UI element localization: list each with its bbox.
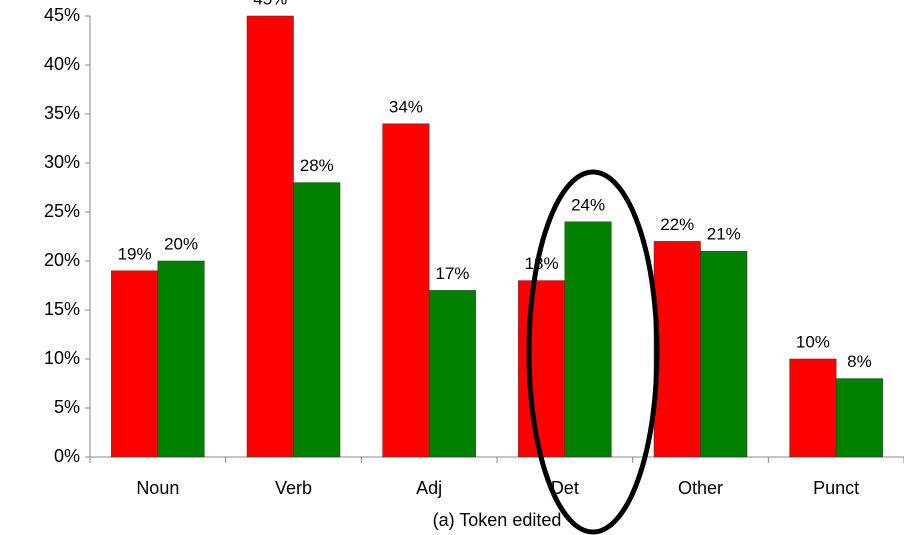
y-tick-label: 25% [44, 201, 80, 221]
y-tick-label: 40% [44, 54, 80, 74]
y-tick-label: 0% [54, 446, 80, 466]
y-tick-label: 30% [44, 152, 80, 172]
bar [518, 280, 566, 458]
x-tick-label: Det [551, 478, 579, 498]
y-tick-label: 15% [44, 299, 80, 319]
x-tick-label: Noun [136, 478, 179, 498]
x-tick-label: Punct [813, 478, 859, 498]
value-label: 8% [847, 352, 872, 371]
x-tick-label: Verb [275, 478, 312, 498]
bar [157, 260, 205, 458]
bar [428, 290, 476, 458]
bar [246, 15, 294, 458]
value-label: 34% [389, 97, 423, 116]
x-tick-label: Other [678, 478, 723, 498]
value-label: 17% [435, 264, 469, 283]
y-tick-label: 45% [44, 5, 80, 25]
value-label: 24% [571, 195, 605, 214]
bar [293, 182, 341, 458]
value-label: 19% [118, 244, 152, 263]
bar [111, 270, 159, 458]
bar [789, 358, 837, 458]
value-label: 20% [164, 234, 198, 253]
value-label: 18% [525, 254, 559, 273]
highlight-ellipse [526, 169, 660, 535]
bar [835, 378, 883, 458]
value-label: 10% [796, 332, 830, 351]
x-axis-label: (a) Token edited [433, 510, 562, 530]
x-tick-label: Adj [416, 478, 442, 498]
bar [653, 241, 701, 458]
y-tick-label: 20% [44, 250, 80, 270]
value-label: 22% [660, 215, 694, 234]
y-tick-label: 5% [54, 397, 80, 417]
value-label: 21% [707, 225, 741, 244]
value-label: 45% [253, 0, 287, 8]
bar [382, 123, 430, 458]
bar [700, 250, 748, 458]
y-tick-label: 35% [44, 103, 80, 123]
y-tick-label: 10% [44, 348, 80, 368]
bar [564, 221, 612, 458]
value-label: 28% [300, 156, 334, 175]
